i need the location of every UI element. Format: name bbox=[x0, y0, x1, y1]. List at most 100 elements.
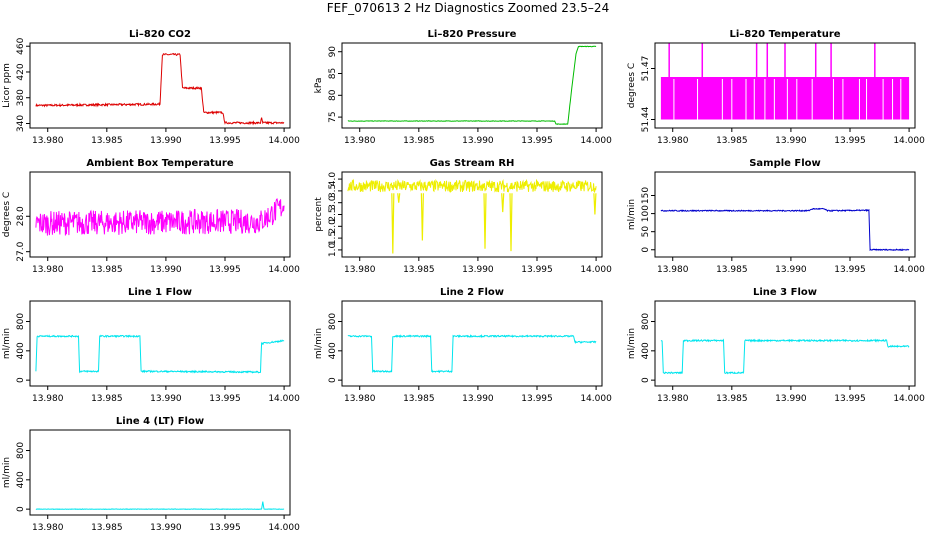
panel-title: Line 3 Flow bbox=[753, 287, 817, 298]
x-tick-label: 13.985 bbox=[91, 136, 123, 146]
x-tick-label: 13.985 bbox=[91, 394, 123, 404]
y-axis-label: ml/min bbox=[2, 328, 12, 359]
y-tick-label: 51.47 bbox=[641, 56, 651, 82]
x-tick-label: 13.990 bbox=[150, 394, 182, 404]
panel-2: Li–820 Pressure kPa 13.980 13.985 13.990 13.9… bbox=[314, 29, 612, 146]
series-line bbox=[347, 334, 597, 374]
panel-title: Line 1 Flow bbox=[128, 287, 192, 298]
rh-dip bbox=[483, 193, 487, 249]
x-tick-label: 14.000 bbox=[268, 523, 300, 533]
y-tick-label: 420 bbox=[16, 63, 26, 80]
x-tick-label: 13.980 bbox=[657, 136, 689, 146]
x-tick-label: 13.990 bbox=[462, 394, 494, 404]
panel-8: Line 2 Flow ml/min 13.980 13.985 13.990 13.99… bbox=[314, 287, 612, 404]
x-tick-label: 13.980 bbox=[344, 136, 376, 146]
panel-3: Li–820 Temperature degrees C 13.980 13.985 1… bbox=[627, 29, 925, 146]
y-axis-label: degrees C bbox=[627, 63, 637, 108]
x-tick-label: 13.980 bbox=[657, 265, 689, 275]
plot-frame bbox=[29, 429, 291, 516]
x-tick-label: 13.985 bbox=[91, 523, 123, 533]
x-tick-label: 13.990 bbox=[775, 394, 807, 404]
rh-dip bbox=[593, 193, 597, 215]
panel-title: Li–820 Temperature bbox=[729, 29, 840, 40]
x-tick-label: 14.000 bbox=[268, 265, 300, 275]
y-tick-label: 0 bbox=[16, 377, 26, 383]
y-tick-label: 400 bbox=[16, 471, 26, 488]
rh-dip bbox=[501, 193, 505, 213]
panel-4: Ambient Box Temperature degrees C 13.980 13… bbox=[2, 158, 300, 275]
y-tick-label: 340 bbox=[16, 115, 26, 132]
panel-title: Gas Stream RH bbox=[430, 158, 515, 169]
y-axis-label: kPa bbox=[314, 78, 324, 94]
series-line bbox=[660, 338, 910, 375]
x-tick-label: 13.995 bbox=[834, 265, 866, 275]
y-tick-label: 150 bbox=[641, 187, 651, 204]
y-tick-label: 100 bbox=[641, 205, 651, 222]
x-tick-label: 13.980 bbox=[32, 265, 64, 275]
x-tick-label: 13.980 bbox=[32, 136, 64, 146]
x-tick-label: 13.980 bbox=[344, 265, 376, 275]
rh-dip bbox=[509, 193, 513, 252]
y-tick-label: 28.0 bbox=[16, 206, 26, 226]
plot-frame bbox=[654, 300, 916, 387]
x-tick-label: 13.985 bbox=[716, 265, 748, 275]
rh-dip bbox=[420, 193, 424, 241]
y-tick-label: 3.5 bbox=[328, 184, 338, 198]
x-tick-label: 13.985 bbox=[91, 265, 123, 275]
y-tick-label: 75 bbox=[328, 111, 338, 122]
x-tick-label: 14.000 bbox=[268, 394, 300, 404]
x-tick-label: 13.990 bbox=[150, 265, 182, 275]
x-tick-label: 13.995 bbox=[209, 394, 241, 404]
rh-dip bbox=[397, 193, 401, 203]
x-tick-label: 14.000 bbox=[893, 265, 925, 275]
x-tick-label: 13.990 bbox=[150, 136, 182, 146]
plot-frame bbox=[29, 171, 291, 258]
y-tick-label: 3.0 bbox=[328, 195, 338, 210]
series-line bbox=[35, 198, 285, 236]
panel-title: Li–820 CO2 bbox=[129, 29, 191, 40]
x-tick-label: 13.985 bbox=[403, 394, 435, 404]
panel-title: Ambient Box Temperature bbox=[86, 158, 233, 169]
rh-dip bbox=[391, 193, 395, 254]
series-line bbox=[347, 178, 597, 194]
plot-frame bbox=[654, 171, 916, 258]
x-tick-label: 13.995 bbox=[521, 136, 553, 146]
x-tick-label: 13.990 bbox=[150, 523, 182, 533]
temperature-band bbox=[660, 77, 910, 120]
panel-9: Line 3 Flow ml/min 13.980 13.985 13.990 13.99… bbox=[627, 287, 925, 404]
series-line bbox=[35, 501, 285, 511]
figure-title: FEF_070613 2 Hz Diagnostics Zoomed 23.5–… bbox=[326, 1, 610, 15]
plot-frame bbox=[654, 42, 916, 129]
panel-6: Sample Flow ml/min 13.980 13.985 13.990 13.99… bbox=[627, 158, 925, 275]
series-line bbox=[35, 334, 285, 374]
y-tick-label: 27.0 bbox=[16, 241, 26, 261]
y-tick-label: 2.0 bbox=[328, 219, 338, 234]
y-tick-label: 400 bbox=[641, 342, 651, 359]
x-tick-label: 13.985 bbox=[716, 394, 748, 404]
y-tick-label: 85 bbox=[328, 68, 338, 79]
y-axis-label: ml/min bbox=[627, 328, 637, 359]
y-tick-label: 80 bbox=[328, 89, 338, 101]
y-axis-label: ml/min bbox=[2, 457, 12, 488]
x-tick-label: 13.985 bbox=[403, 265, 435, 275]
x-tick-label: 14.000 bbox=[580, 136, 612, 146]
x-tick-label: 13.990 bbox=[462, 136, 494, 146]
y-tick-label: 400 bbox=[328, 342, 338, 359]
y-tick-label: 50 bbox=[641, 226, 651, 238]
x-tick-label: 13.990 bbox=[462, 265, 494, 275]
x-tick-label: 13.985 bbox=[716, 136, 748, 146]
plot-frame bbox=[341, 171, 603, 258]
plot-frame bbox=[29, 300, 291, 387]
y-tick-label: 0 bbox=[641, 377, 651, 383]
panel-5: Gas Stream RH percent 13.980 13.985 13.990 13… bbox=[314, 158, 612, 275]
x-tick-label: 14.000 bbox=[893, 394, 925, 404]
panel-7: Line 1 Flow ml/min 13.980 13.985 13.990 13.99… bbox=[2, 287, 300, 404]
x-tick-label: 13.990 bbox=[775, 136, 807, 146]
y-axis-label: percent bbox=[314, 197, 324, 232]
panel-title: Line 2 Flow bbox=[440, 287, 504, 298]
y-tick-label: 0 bbox=[641, 247, 651, 253]
y-tick-label: 0 bbox=[16, 506, 26, 512]
x-tick-label: 13.980 bbox=[32, 523, 64, 533]
y-tick-label: 4.0 bbox=[328, 172, 338, 187]
x-tick-label: 13.995 bbox=[834, 394, 866, 404]
